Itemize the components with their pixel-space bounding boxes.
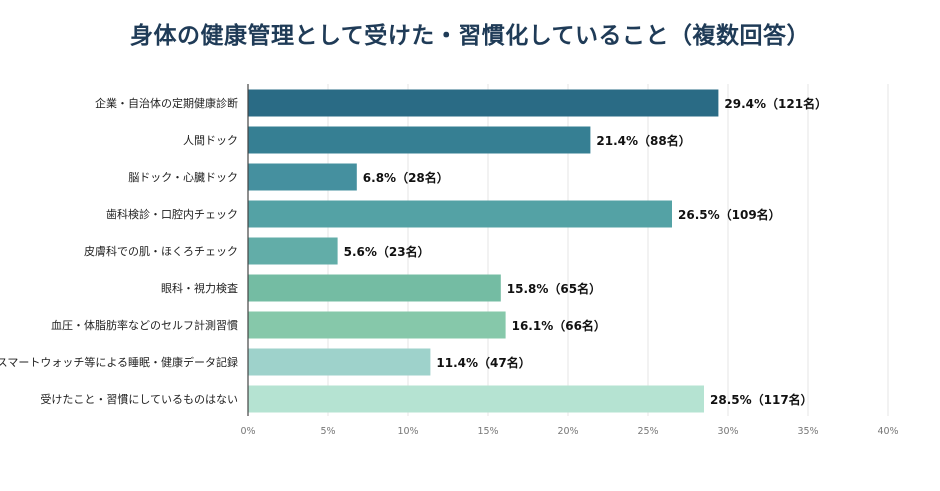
bar — [248, 237, 338, 265]
value-label: 15.8%（65名） — [507, 281, 601, 296]
value-label: 5.6%（23名） — [344, 244, 430, 259]
value-label: 26.5%（109名） — [678, 207, 781, 222]
category-label: 眼科・視力検査 — [161, 281, 238, 295]
category-label: 歯科検診・口腔内チェック — [106, 207, 238, 221]
category-label: 人間ドック — [183, 134, 238, 147]
x-tick-label: 25% — [637, 426, 658, 437]
bar — [248, 126, 591, 154]
value-label: 6.8%（28名） — [363, 170, 449, 185]
category-label: 血圧・体脂肪率などのセルフ計測習慣 — [51, 318, 238, 332]
value-label: 29.4%（121名） — [724, 96, 827, 111]
bar — [248, 163, 357, 191]
x-tick-label: 15% — [477, 426, 498, 437]
bar — [248, 385, 704, 413]
category-label: 企業・自治体の定期健康診断 — [95, 96, 238, 110]
value-label: 28.5%（117名） — [710, 392, 813, 407]
bar — [248, 274, 501, 302]
bar — [248, 89, 719, 117]
category-label: 皮膚科での肌・ほくろチェック — [84, 244, 238, 258]
category-label: 受けたこと・習慣にしているものはない — [40, 392, 238, 406]
bar — [248, 348, 431, 376]
value-label: 16.1%（66名） — [512, 318, 606, 333]
x-tick-label: 0% — [240, 426, 255, 437]
x-tick-label: 10% — [397, 426, 418, 437]
category-label: スマートウォッチ等による睡眠・健康データ記録 — [0, 355, 238, 369]
x-tick-label: 30% — [717, 426, 738, 437]
x-tick-label: 35% — [797, 426, 818, 437]
x-tick-label: 40% — [877, 426, 898, 437]
bar — [248, 200, 672, 228]
bar — [248, 311, 506, 339]
category-label: 脳ドック・心臓ドック — [128, 171, 238, 184]
x-tick-label: 20% — [557, 426, 578, 437]
value-label: 21.4%（88名） — [596, 133, 690, 148]
chart-title: 身体の健康管理として受けた・習慣化していること（複数回答） — [129, 23, 811, 49]
value-label: 11.4%（47名） — [436, 355, 530, 370]
x-tick-label: 5% — [320, 426, 335, 437]
